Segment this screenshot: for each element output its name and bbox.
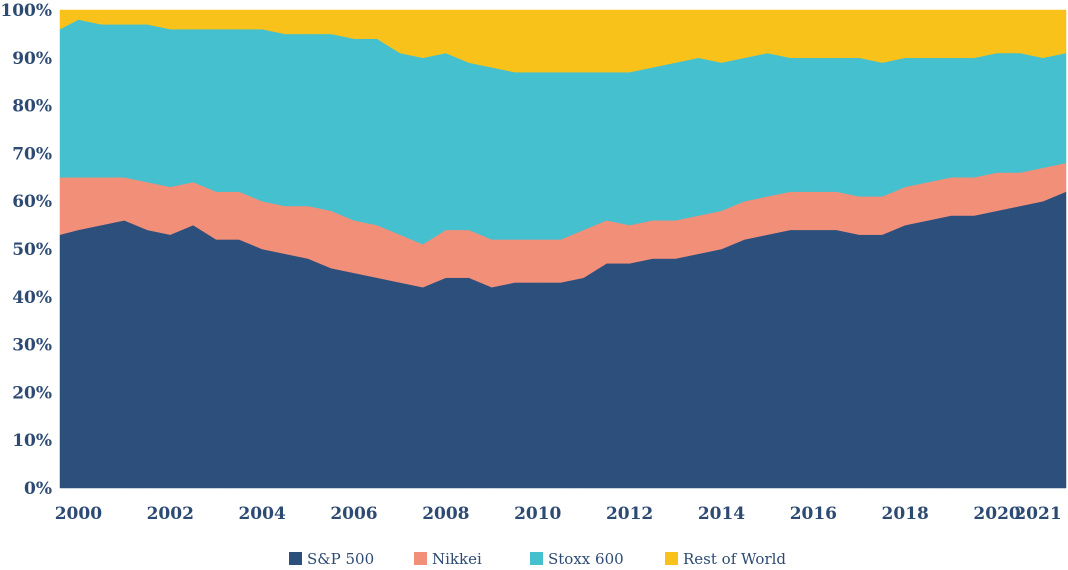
x-tick-label: 2012 — [606, 504, 653, 524]
y-tick-label: 0% — [24, 479, 52, 499]
y-axis: 0% 10% 20% 30% 40% 50% 60% 70% 80% 90% 100% — [0, 1, 52, 499]
area-series-group — [59, 9, 1067, 489]
x-tick-label: 2018 — [882, 504, 929, 524]
y-tick-label: 30% — [12, 336, 52, 356]
x-tick-label: 2021 — [1014, 504, 1061, 524]
x-axis: 2000 2002 2004 2006 2008 2010 2012 2014 2016 2018… — [55, 504, 1062, 524]
x-tick-label: 2002 — [147, 504, 194, 524]
y-tick-label: 40% — [12, 288, 52, 308]
legend-swatch-stoxx-600 — [530, 552, 543, 565]
y-tick-label: 70% — [12, 144, 52, 164]
x-tick-label: 2000 — [55, 504, 102, 524]
legend-swatch-rest-of-world — [665, 552, 678, 565]
x-tick-label: 2010 — [514, 504, 561, 524]
legend-label-s-p-500: S&P 500 — [307, 550, 374, 568]
y-tick-label: 80% — [12, 97, 52, 117]
legend-label-nikkei: Nikkei — [432, 550, 482, 568]
legend: S&P 500 Nikkei Stoxx 600 Rest of World — [289, 550, 786, 568]
y-tick-label: 60% — [12, 192, 52, 212]
legend-label-stoxx-600: Stoxx 600 — [548, 550, 624, 568]
y-tick-label: 100% — [0, 1, 52, 21]
area-rest-of-world — [59, 9, 1067, 73]
x-tick-label: 2020 — [973, 504, 1020, 524]
x-tick-label: 2008 — [422, 504, 469, 524]
x-tick-label: 2016 — [790, 504, 837, 524]
x-tick-label: 2004 — [238, 504, 285, 524]
x-tick-label: 2006 — [330, 504, 377, 524]
y-tick-label: 10% — [12, 431, 52, 451]
y-tick-label: 90% — [12, 49, 52, 69]
legend-swatch-s-p-500 — [289, 552, 302, 565]
legend-label-rest-of-world: Rest of World — [683, 550, 786, 568]
y-tick-label: 20% — [12, 383, 52, 403]
legend-swatch-nikkei — [414, 552, 427, 565]
x-tick-label: 2014 — [698, 504, 745, 524]
y-tick-label: 50% — [12, 240, 52, 260]
